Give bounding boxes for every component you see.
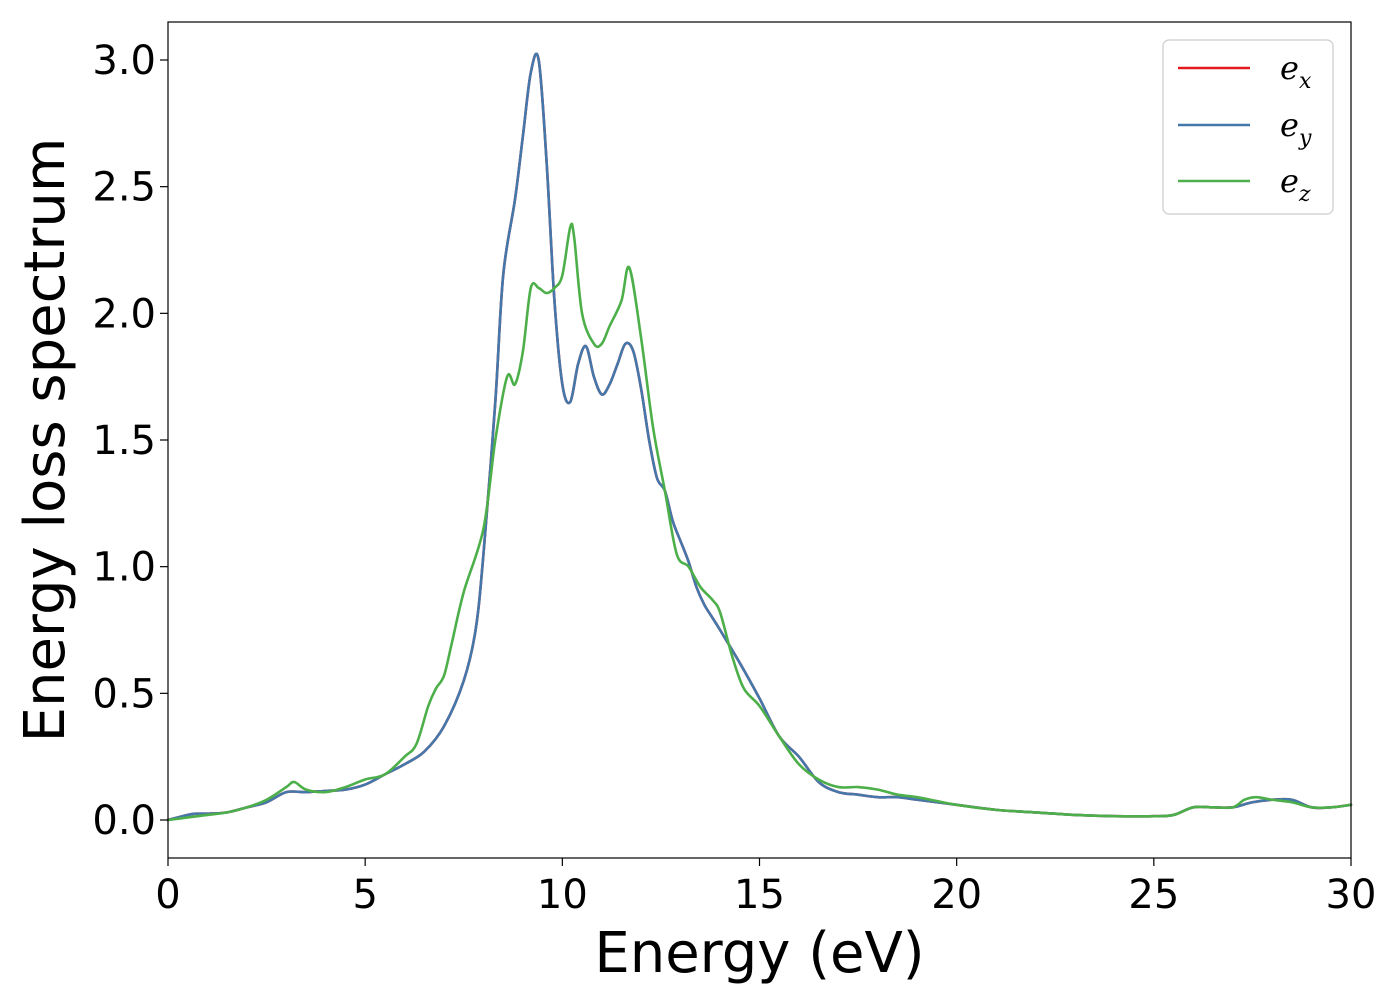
plot-area-background xyxy=(168,22,1351,858)
y-tick-label: 0.5 xyxy=(92,671,156,717)
x-tick-label: 5 xyxy=(352,872,377,918)
y-tick-label: 1.5 xyxy=(92,418,156,464)
y-axis-label: Energy loss spectrum xyxy=(13,138,78,743)
x-tick-label: 25 xyxy=(1128,872,1179,918)
series-line-e-z xyxy=(166,222,1353,822)
y-tick-label: 3.0 xyxy=(92,38,156,84)
x-axis-label: Energy (eV) xyxy=(594,921,924,986)
x-tick-label: 15 xyxy=(734,872,785,918)
series-layer xyxy=(166,52,1353,822)
x-tick-label: 30 xyxy=(1326,872,1377,918)
legend-box xyxy=(1162,39,1334,215)
y-tick-label: 2.5 xyxy=(92,165,156,211)
x-tick-label: 0 xyxy=(155,872,180,918)
x-axis-ticks: 0 5 10 15 20 25 30 xyxy=(155,858,1376,918)
y-tick-label: 1.0 xyxy=(92,545,156,591)
y-axis-ticks: 0.0 0.5 1.0 1.5 2.0 2.5 3.0 xyxy=(92,38,168,844)
x-tick-label: 20 xyxy=(931,872,982,918)
x-tick-label: 10 xyxy=(537,872,588,918)
y-tick-label: 0.0 xyxy=(92,798,156,844)
y-tick-label: 2.0 xyxy=(92,291,156,337)
